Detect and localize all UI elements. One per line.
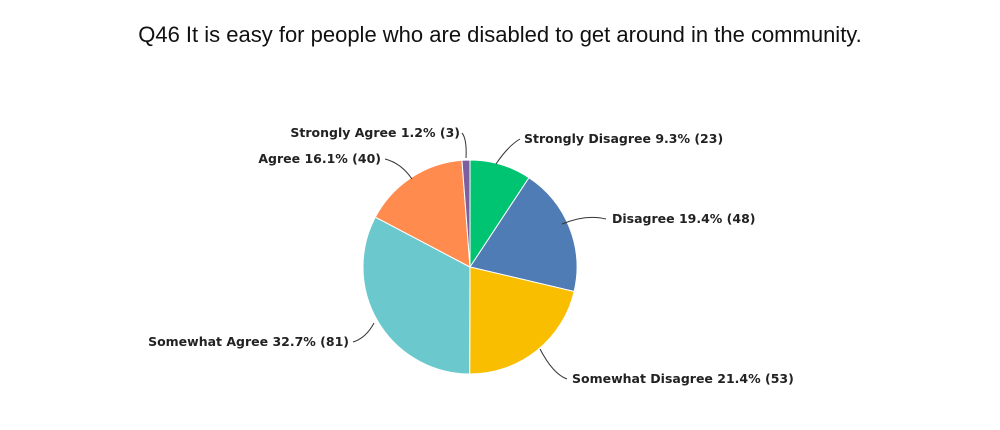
leader-line-somewhat-agree (352, 322, 375, 343)
leader-line-agree (384, 158, 413, 180)
leader-line-somewhat-disagree (539, 348, 568, 380)
pie-slice-somewhat-agree (362, 216, 471, 375)
slice-label-strongly-agree: Strongly Agree 1.2% (3) (290, 125, 460, 140)
slice-label-agree: Agree 16.1% (40) (258, 151, 381, 166)
chart-title: Q46 It is easy for people who are disabl… (138, 22, 862, 47)
pie-slice-somewhat-disagree (469, 266, 575, 375)
slice-label-strongly-disagree: Strongly Disagree 9.3% (23) (524, 131, 723, 146)
leader-line-disagree (561, 216, 607, 225)
slice-label-somewhat-disagree: Somewhat Disagree 21.4% (53) (572, 371, 794, 386)
leader-line-strongly-agree (461, 132, 467, 159)
pie-slice-disagree (469, 177, 578, 293)
leader-line-strongly-disagree (495, 138, 521, 165)
slice-label-disagree: Disagree 19.4% (48) (612, 211, 756, 226)
pie-slice-strongly-agree (461, 159, 471, 268)
slice-label-somewhat-agree: Somewhat Agree 32.7% (81) (148, 334, 349, 349)
